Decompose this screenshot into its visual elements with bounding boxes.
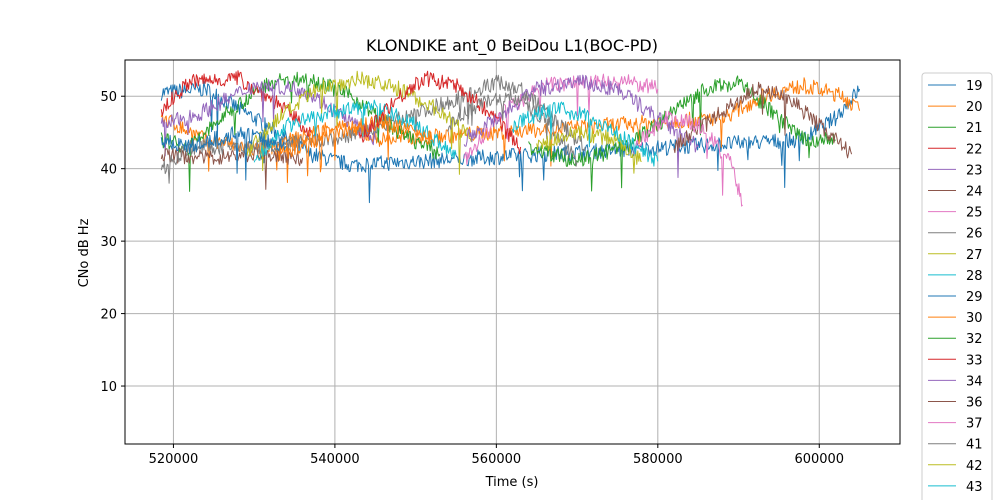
x-tick-label: 540000 (310, 452, 360, 467)
ticks: 520000 540000 560000 580000 600000 10 20 30 40 50 (100, 90, 844, 467)
legend-entry: 22 (966, 142, 983, 157)
series-line-33 (358, 70, 522, 155)
axes-frame (124, 59, 901, 445)
series-line-28 (253, 99, 457, 163)
legend-entry: 26 (966, 227, 983, 242)
legend-entry: 21 (966, 121, 983, 136)
y-tick-label: 30 (100, 235, 117, 250)
legend-entry: 20 (966, 100, 983, 115)
series-line-26 (160, 74, 586, 184)
series-line-32 (528, 75, 836, 192)
y-tick-label: 10 (100, 380, 117, 395)
series-line-29 (160, 126, 287, 181)
legend-entry: 42 (966, 459, 983, 474)
series-line-25 (463, 73, 659, 165)
legend-box (921, 72, 993, 500)
x-axis-label: Time (s) (485, 475, 539, 490)
legend-entry: 29 (966, 290, 983, 305)
series-line-43 (512, 101, 659, 167)
x-tick-label: 600000 (794, 452, 844, 467)
legend-entry: 30 (966, 311, 983, 326)
legend-entry: 32 (966, 332, 983, 347)
legend-entry: 43 (966, 480, 983, 495)
chart-title: KLONDIKE ant_0 BeiDou L1(BOC-PD) (366, 36, 658, 56)
legend-entry: 33 (966, 353, 983, 368)
series-lines (160, 70, 861, 207)
x-tick-label: 580000 (633, 452, 683, 467)
legend-entry: 23 (966, 163, 983, 178)
y-tick-label: 40 (100, 163, 117, 178)
legend-entry: 24 (966, 185, 983, 200)
legend-entry: 27 (966, 248, 983, 263)
series-line-36 (673, 81, 853, 159)
series-line-37 (633, 110, 743, 207)
legend: 19 20 21 22 23 24 25 26 27 28 29 30 32 33 34 36 37 41 42 43 (921, 72, 993, 500)
x-tick-label: 560000 (472, 452, 522, 467)
legend-entry: 34 (966, 374, 983, 389)
legend-entry: 25 (966, 206, 983, 221)
series-line-27 (245, 70, 473, 175)
legend-entry: 28 (966, 269, 983, 284)
legend-entry: 36 (966, 396, 983, 411)
x-tick-label: 520000 (149, 452, 199, 467)
legend-entry: 37 (966, 417, 983, 432)
series-line-23 (160, 78, 376, 157)
legend-entry: 41 (966, 438, 983, 453)
grid (125, 60, 900, 444)
series-line-30 (277, 113, 433, 177)
legend-entry: 19 (966, 79, 983, 94)
y-tick-label: 20 (100, 308, 117, 323)
series-line-20 (160, 77, 861, 183)
y-axis-label: CNo dB Hz (77, 218, 92, 287)
y-tick-label: 50 (100, 90, 117, 105)
